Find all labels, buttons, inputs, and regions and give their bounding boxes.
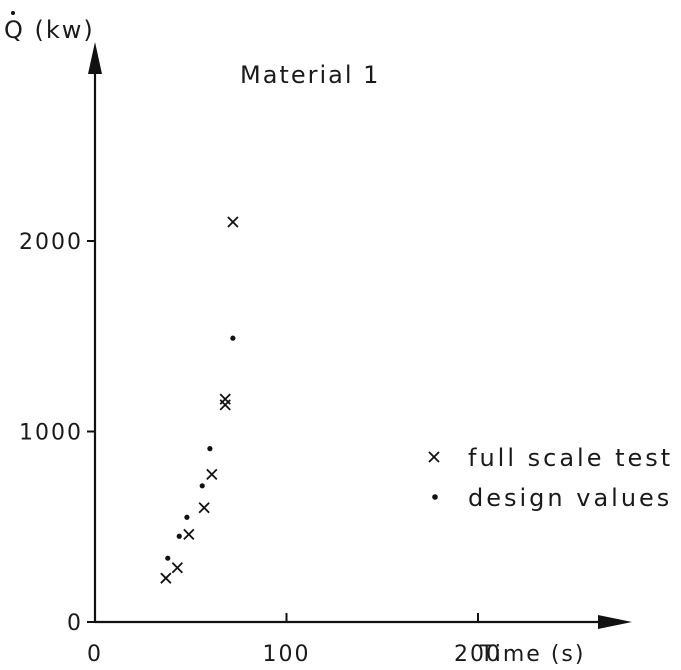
chart-title: Material 1	[240, 61, 380, 89]
x-axis-arrow	[598, 615, 632, 629]
point-full-scale-test	[227, 216, 239, 228]
point-design-values	[184, 514, 190, 520]
legend: full scale test design values	[428, 444, 673, 512]
point-full-scale-test	[171, 562, 183, 574]
y-tick-label: 1000	[19, 421, 83, 446]
point-design-values	[230, 335, 236, 341]
y-axis-label: Q (kw)	[4, 16, 95, 44]
x-tick-label: 0	[87, 642, 103, 667]
point-full-scale-test	[206, 468, 218, 480]
point-design-values	[207, 446, 213, 452]
point-full-scale-test	[160, 572, 172, 584]
y-axis-arrow	[88, 42, 102, 74]
legend-marker-full-scale-test	[428, 451, 440, 463]
data-marks	[160, 216, 239, 584]
legend-label-full-scale-test: full scale test	[468, 444, 673, 472]
x-axis-label: Time (s)	[479, 642, 585, 667]
x-ticks: 0 100 200	[87, 613, 502, 667]
y-tick-label: 2000	[19, 230, 83, 255]
y-tick-label: 0	[67, 611, 83, 636]
point-full-scale-test	[183, 528, 195, 541]
y-axis-label-dot	[11, 11, 15, 15]
point-design-values	[176, 533, 182, 539]
x-tick-label: 200	[454, 642, 502, 667]
legend-marker-design-values	[432, 494, 438, 500]
x-tick-label: 100	[263, 642, 311, 667]
point-design-values	[199, 483, 205, 489]
point-design-values	[165, 555, 171, 561]
point-full-scale-test	[219, 399, 231, 411]
point-full-scale-test	[219, 393, 231, 405]
legend-label-design-values: design values	[468, 484, 672, 512]
point-full-scale-test	[198, 502, 210, 514]
y-ticks: 0 1000 2000	[19, 230, 95, 636]
